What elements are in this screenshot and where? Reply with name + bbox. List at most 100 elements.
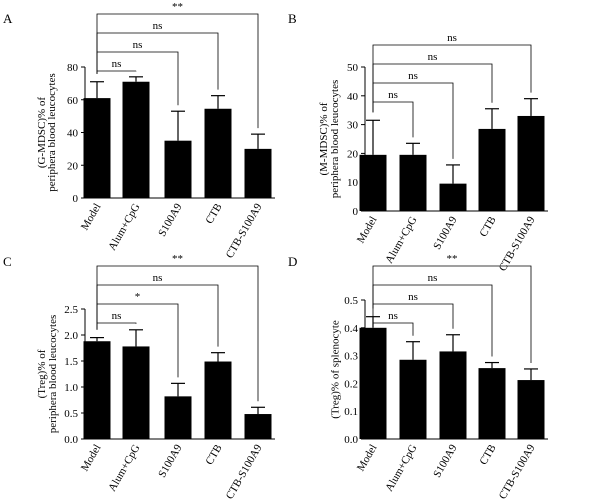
y-tick-label: 2.0	[64, 330, 78, 342]
bar	[164, 396, 192, 439]
bar	[83, 341, 111, 439]
bar	[204, 361, 232, 439]
significance-bracket	[96, 265, 259, 402]
y-tick-label: 50	[347, 62, 359, 74]
y-tick-label: 30	[347, 120, 359, 132]
bar	[122, 81, 150, 198]
y-tick-label: 2.5	[64, 304, 78, 316]
significance-label: ns	[408, 291, 418, 303]
x-tick-label: S100A9	[431, 442, 460, 480]
y-tick-label: 40	[67, 128, 79, 140]
panel-letter: C	[3, 254, 12, 269]
y-tick-label: 1.0	[64, 382, 78, 394]
x-tick-label: Model	[79, 202, 104, 233]
x-tick-label: S100A9	[156, 442, 185, 480]
x-tick-label: S100A9	[431, 214, 460, 252]
x-tick-label: CTB	[204, 202, 225, 227]
significance-label: *	[135, 291, 141, 303]
significance-label: **	[447, 253, 458, 265]
x-tick-label: CTB-S100A9	[224, 442, 265, 500]
significance-label: ns	[388, 310, 398, 322]
bar	[204, 108, 232, 198]
panel-letter: B	[288, 11, 297, 26]
significance-label: ns	[408, 70, 418, 82]
y-axis-label: periphera blood leucocytes	[46, 73, 58, 192]
y-tick-label: 40	[347, 91, 359, 103]
y-tick-label: 20	[67, 160, 79, 172]
panel-b: B (M-MDSC)% of periphera blood leucocytes 0…	[288, 11, 548, 273]
bar	[517, 115, 545, 211]
y-tick-label: 0.0	[64, 434, 78, 446]
x-tick-label: CTB	[478, 215, 499, 240]
significance-label: ns	[112, 310, 122, 322]
significance-bracket	[372, 101, 414, 138]
bar	[244, 414, 272, 439]
y-axis-label: (G-MDSC)% of	[36, 97, 48, 169]
panel-d: D (Treg)% of splenocyte 0.0 0.1 0.2 0.3 0.4 0.5…	[288, 253, 548, 500]
bar	[399, 154, 427, 211]
bar	[83, 98, 111, 198]
x-tick-label: CTB	[478, 443, 499, 468]
significance-bracket	[96, 322, 137, 330]
significance-label: ns	[388, 89, 398, 101]
y-axis-label: (Treg)% of splenocyte	[330, 320, 342, 419]
y-axis-label: periphera blood leucocytes	[329, 80, 341, 199]
x-tick-label: Alum+CpG	[383, 214, 419, 265]
panel-letter: D	[288, 254, 297, 269]
x-tick-label: CTB-S100A9	[497, 442, 538, 500]
y-tick-label: 0.2	[344, 378, 358, 390]
y-tick-label: 80	[67, 62, 79, 74]
significance-label: ns	[447, 32, 457, 44]
panel-letter: A	[3, 11, 13, 26]
bar	[359, 327, 387, 439]
significance-label: **	[172, 1, 183, 13]
y-tick-label: 0.0	[344, 434, 358, 446]
x-tick-label: CTB	[204, 443, 225, 468]
significance-bracket	[96, 13, 259, 129]
significance-label: ns	[153, 20, 163, 32]
significance-bracket	[372, 308, 414, 336]
y-axis-label: (M-MDSC)% of	[318, 102, 330, 175]
panel-c: C (Treg)% of periphera blood leucocytes 0.0…	[3, 253, 275, 500]
y-tick-label: 0.4	[344, 323, 358, 335]
significance-bracket	[372, 265, 532, 363]
significance-label: **	[172, 253, 183, 265]
y-tick-label: 0.3	[344, 351, 358, 363]
significance-bracket	[372, 44, 532, 113]
x-tick-label: Model	[355, 215, 380, 246]
bar	[439, 183, 467, 211]
y-tick-label: 60	[67, 95, 79, 107]
significance-label: ns	[428, 272, 438, 284]
bar	[359, 154, 387, 211]
y-tick-label: 0	[73, 193, 79, 205]
y-tick-label: 0.5	[344, 295, 358, 307]
y-tick-label: 0.1	[344, 406, 358, 418]
x-tick-label: Alum+CpG	[106, 442, 142, 493]
bar	[517, 380, 545, 439]
x-tick-label: Model	[355, 443, 380, 474]
significance-label: ns	[428, 51, 438, 63]
bar	[244, 148, 272, 198]
y-tick-label: 1.5	[64, 356, 78, 368]
y-axis-label: periphera blood leucocytes	[47, 315, 59, 434]
x-tick-label: S100A9	[156, 201, 185, 239]
bar	[399, 359, 427, 439]
y-tick-label: 10	[347, 177, 359, 189]
x-tick-label: CTB-S100A9	[497, 214, 538, 273]
x-tick-label: Model	[79, 443, 104, 474]
bar	[122, 346, 150, 439]
significance-bracket	[96, 70, 137, 74]
significance-label: ns	[153, 272, 163, 284]
x-tick-label: Alum+CpG	[383, 442, 419, 493]
significance-label: ns	[112, 58, 122, 70]
bar	[478, 128, 506, 211]
y-tick-label: 0.5	[64, 408, 78, 420]
x-tick-label: CTB-S100A9	[224, 201, 265, 260]
bar	[478, 368, 506, 439]
significance-label: ns	[133, 39, 143, 51]
x-tick-label: Alum+CpG	[106, 201, 142, 252]
bar	[439, 351, 467, 439]
y-tick-label: 20	[347, 148, 359, 160]
y-axis-label: (Treg)% of	[36, 349, 48, 398]
